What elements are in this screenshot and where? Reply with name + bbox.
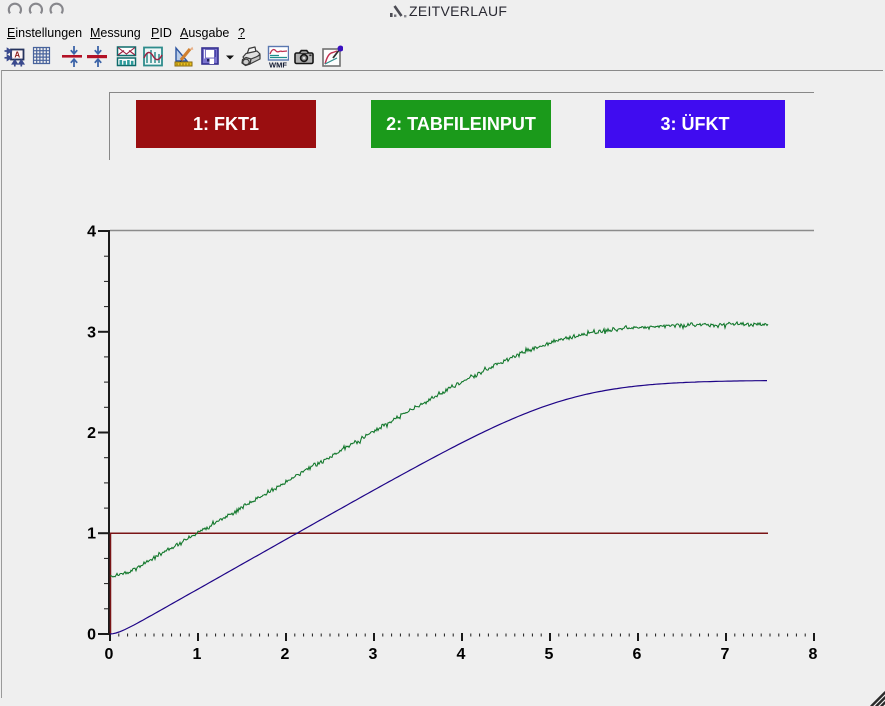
- svg-text:1: 1: [193, 646, 202, 663]
- svg-text:0: 0: [105, 646, 114, 663]
- svg-text:6: 6: [633, 646, 642, 663]
- svg-text:4: 4: [87, 224, 96, 241]
- svg-text:1: 1: [87, 526, 96, 543]
- svg-text:3: 3: [87, 324, 96, 341]
- svg-text:5: 5: [545, 646, 554, 663]
- svg-text:A: A: [14, 50, 20, 59]
- svg-text:4: 4: [457, 646, 466, 663]
- svg-text:3: 3: [369, 646, 378, 663]
- svg-text:0: 0: [87, 627, 96, 644]
- svg-text:2: 2: [281, 646, 290, 663]
- svg-text:7: 7: [721, 646, 730, 663]
- svg-text:8: 8: [809, 646, 818, 663]
- svg-text:2: 2: [87, 425, 96, 442]
- svg-text:WMF: WMF: [269, 61, 287, 70]
